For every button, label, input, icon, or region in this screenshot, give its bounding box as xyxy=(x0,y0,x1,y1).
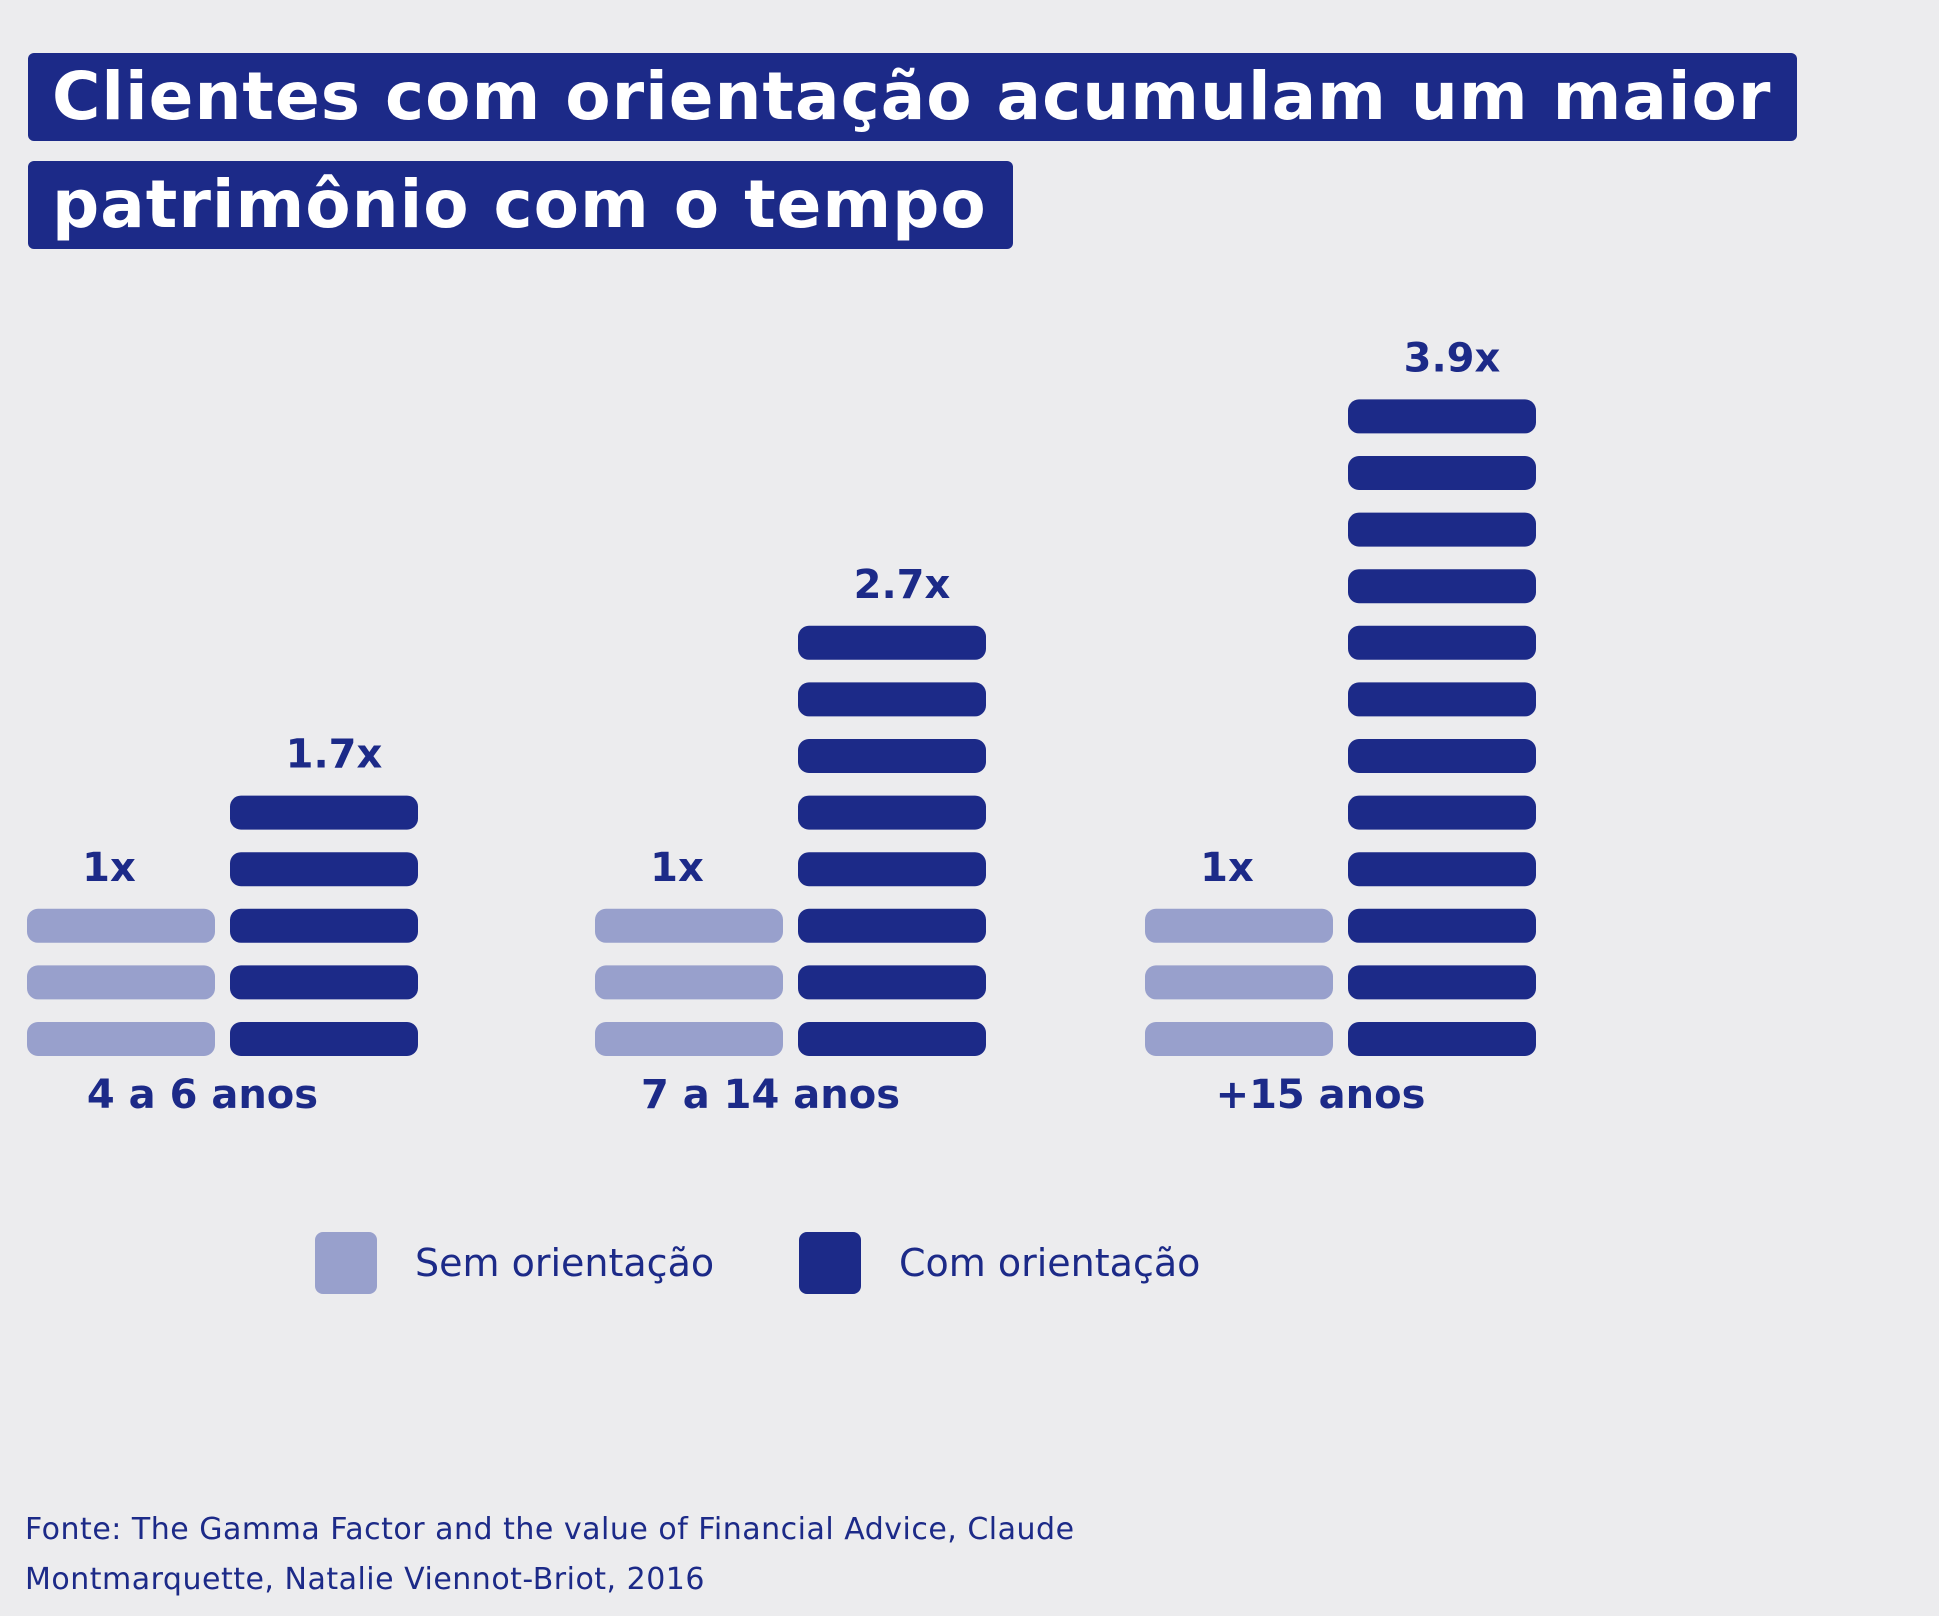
data-label-com-1: 1.7x xyxy=(286,732,383,778)
data-label-com-3: 3.9x xyxy=(1404,335,1501,381)
data-label-sem-3: 1x xyxy=(1200,845,1254,891)
bar-segment-com-2-6 xyxy=(798,739,986,773)
bar-segment-com-3-4 xyxy=(1348,852,1536,887)
bar-segment-sem-3-1 xyxy=(1145,1022,1333,1056)
bar-segment-sem-2-3 xyxy=(595,908,783,943)
bar-segment-sem-1-1 xyxy=(27,1022,215,1056)
bar-segment-com-2-4 xyxy=(798,852,986,887)
bar-segment-sem-1-2 xyxy=(27,965,215,1000)
bar-segment-com-1-5 xyxy=(230,795,418,830)
bar-segment-com-2-3 xyxy=(798,908,986,943)
legend-label-sem-orientacao: Sem orientação xyxy=(415,1241,715,1285)
legend-item-com-orientacao: Com orientação xyxy=(799,1232,1200,1294)
legend-swatch-com-orientacao xyxy=(799,1232,861,1294)
bar-segment-com-3-6 xyxy=(1348,739,1536,773)
legend-label-com-orientacao: Com orientação xyxy=(899,1241,1201,1285)
bar-segment-com-2-8 xyxy=(798,625,986,660)
bar-segment-com-1-1 xyxy=(230,1022,418,1056)
bar-segment-com-3-11 xyxy=(1348,456,1536,490)
bar-segment-com-2-5 xyxy=(798,795,986,830)
category-label-2: 7 a 14 anos xyxy=(641,1072,900,1118)
bar-segment-com-3-7 xyxy=(1348,682,1536,717)
bar-segment-sem-2-2 xyxy=(595,965,783,1000)
bar-segment-com-3-2 xyxy=(1348,965,1536,1000)
bar-segment-com-3-9 xyxy=(1348,569,1536,604)
bar-segment-com-3-10 xyxy=(1348,512,1536,547)
bar-segment-sem-2-1 xyxy=(595,1022,783,1056)
bar-segment-com-2-7 xyxy=(798,682,986,717)
source-line-1: Fonte: The Gamma Factor and the value of… xyxy=(25,1512,1075,1547)
data-label-sem-1: 1x xyxy=(82,845,136,891)
data-label-sem-2: 1x xyxy=(650,845,704,891)
bar-segment-com-1-3 xyxy=(230,908,418,943)
legend-item-sem-orientacao: Sem orientação xyxy=(315,1232,714,1294)
source-note: Fonte: The Gamma Factor and the value of… xyxy=(25,1505,1075,1605)
bar-segment-sem-1-3 xyxy=(27,908,215,943)
bar-segment-com-3-8 xyxy=(1348,625,1536,660)
bar-segment-sem-3-3 xyxy=(1145,908,1333,943)
bar-segment-com-1-2 xyxy=(230,965,418,1000)
source-line-2: Montmarquette, Natalie Viennot-Briot, 20… xyxy=(25,1562,705,1597)
bar-segment-sem-3-2 xyxy=(1145,965,1333,1000)
legend-swatch-sem-orientacao xyxy=(315,1232,377,1294)
bar-segment-com-2-1 xyxy=(798,1022,986,1056)
bar-segment-com-3-3 xyxy=(1348,908,1536,943)
bar-segment-com-3-5 xyxy=(1348,795,1536,830)
bar-segment-com-3-1 xyxy=(1348,1022,1536,1056)
bar-segment-com-3-12 xyxy=(1348,399,1536,434)
chart-title-line-1: Clientes com orientação acumulam um maio… xyxy=(28,53,1798,141)
data-label-com-2: 2.7x xyxy=(854,562,951,608)
category-label-3: +15 anos xyxy=(1216,1072,1426,1118)
bar-segment-com-2-2 xyxy=(798,965,986,1000)
chart-title-line-2: patrimônio com o tempo xyxy=(28,161,1013,249)
category-label-1: 4 a 6 anos xyxy=(87,1072,318,1118)
bar-segment-com-1-4 xyxy=(230,852,418,887)
